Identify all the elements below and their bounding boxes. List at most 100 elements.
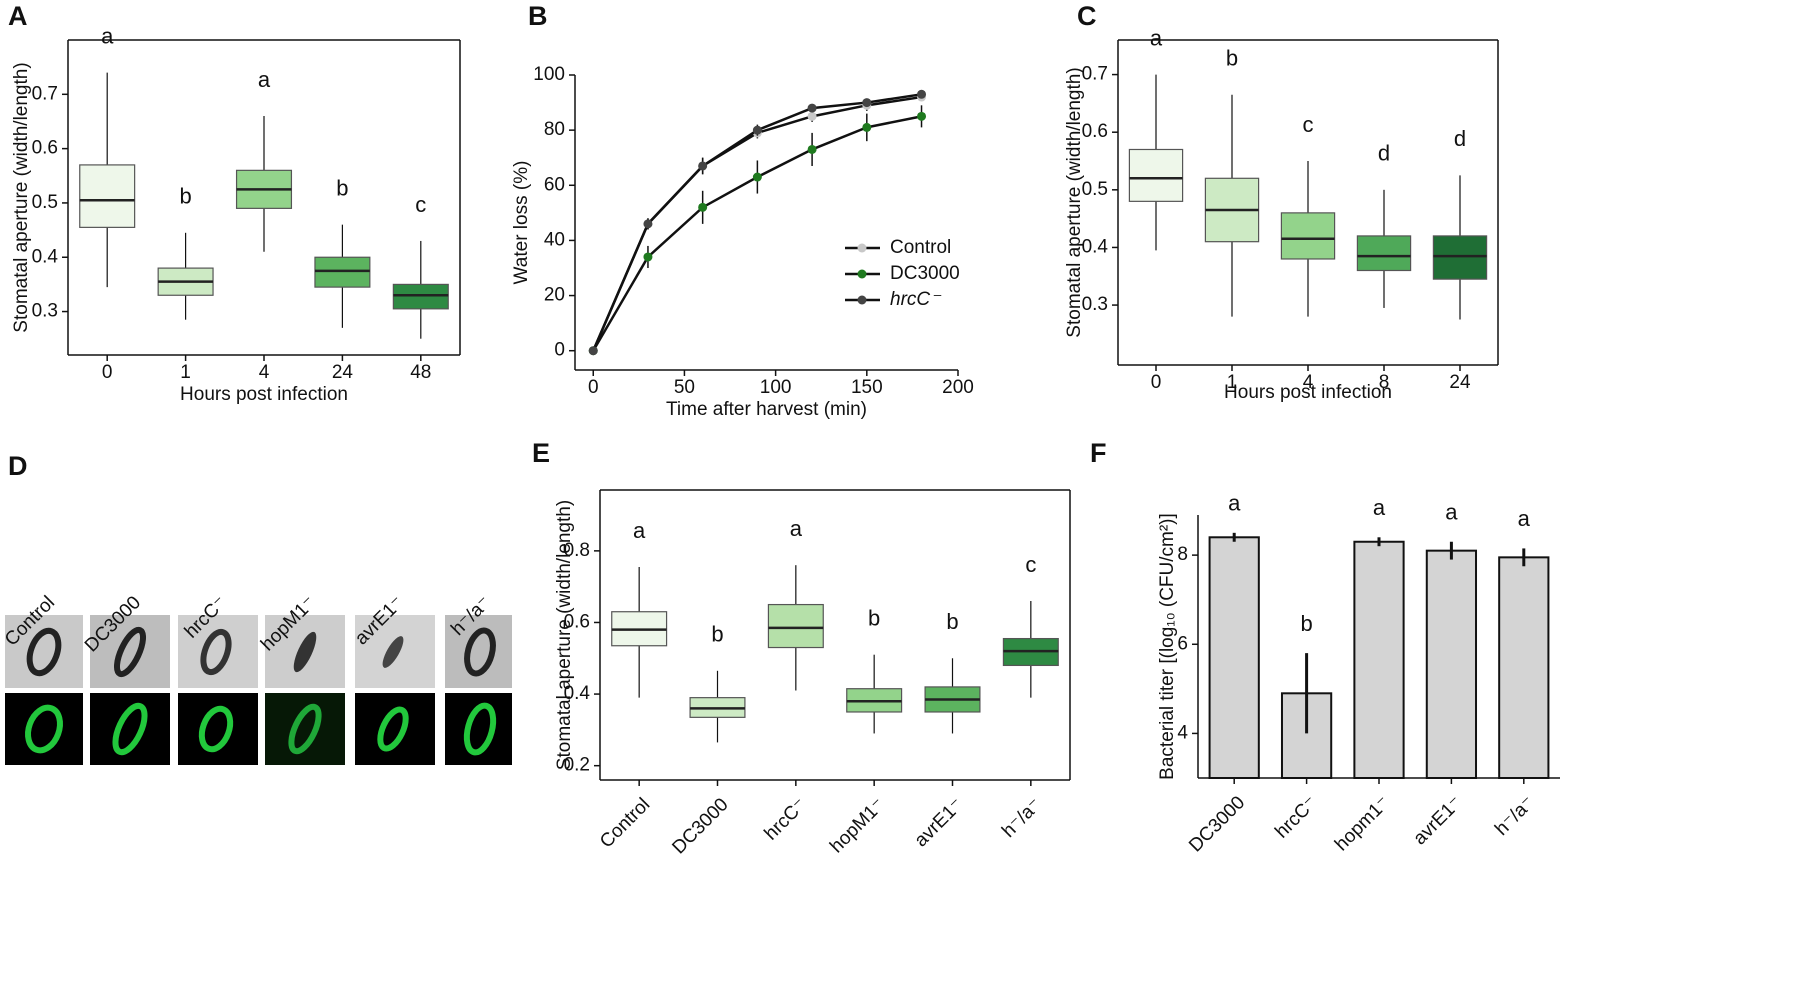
box <box>1356 235 1412 272</box>
x-tick-label: 4 <box>259 362 270 383</box>
stoma <box>26 627 62 677</box>
y-tick-label: 0.4 <box>564 683 591 704</box>
x-tick-label: 200 <box>942 377 974 398</box>
point <box>917 89 927 99</box>
y-tick-label: 0.7 <box>32 83 58 104</box>
legend-marker <box>857 295 867 305</box>
y-tick-label: 0.2 <box>564 755 590 776</box>
significance-letter: a <box>1373 495 1386 520</box>
legend-label: hrcC⁻ <box>890 289 942 310</box>
significance-letter: c <box>1303 112 1314 137</box>
y-tick-label: 0.5 <box>1082 179 1108 200</box>
fluorescence-image <box>5 693 83 765</box>
box <box>1432 235 1488 280</box>
significance-letter: a <box>1518 506 1531 531</box>
stoma <box>113 626 147 678</box>
x-axis-label: Time after harvest (min) <box>666 399 867 420</box>
point <box>643 252 653 262</box>
significance-letter: b <box>1300 611 1312 636</box>
x-tick-label: 50 <box>674 377 695 398</box>
x-tick-label: h⁻/a⁻ <box>1491 792 1539 840</box>
x-tick-label: 0 <box>588 377 599 398</box>
panel-label: F <box>1090 438 1107 468</box>
x-tick-label: 8 <box>1379 372 1390 393</box>
y-tick-label: 0.5 <box>32 192 58 213</box>
significance-letter: d <box>1378 141 1390 166</box>
y-tick-label: 6 <box>1177 633 1188 654</box>
significance-letter: b <box>868 606 880 631</box>
significance-letter: b <box>711 622 723 647</box>
significance-letter: a <box>1150 25 1163 50</box>
panel-label: D <box>8 451 28 481</box>
box <box>1280 212 1336 260</box>
significance-letter: a <box>1445 500 1458 525</box>
x-axis-label: Hours post infection <box>1224 382 1392 403</box>
legend-label: DC3000 <box>890 263 960 284</box>
panel-label: C <box>1077 1 1097 31</box>
x-tick-label: avrE1⁻ <box>1409 792 1466 849</box>
significance-letter: b <box>946 609 958 634</box>
brightfield-image <box>178 615 258 688</box>
y-axis-label: Stomatal aperture (width/length) <box>11 62 32 332</box>
y-tick-label: 0.3 <box>1082 294 1108 315</box>
x-tick-label: hopm1⁻ <box>1331 792 1394 855</box>
point <box>698 161 708 171</box>
point <box>917 111 927 121</box>
significance-letter: a <box>633 518 646 543</box>
x-tick-label: 48 <box>410 362 431 383</box>
y-tick-label: 100 <box>533 64 565 85</box>
point <box>588 346 598 356</box>
significance-letter: c <box>1025 552 1036 577</box>
x-tick-label: DC3000 <box>668 794 732 858</box>
x-tick-label: 24 <box>332 362 354 383</box>
y-tick-label: 40 <box>544 229 565 250</box>
stoma <box>112 702 148 756</box>
x-axis-label: Hours post infection <box>180 384 348 405</box>
x-tick-label: Control <box>596 794 654 852</box>
y-tick-label: 20 <box>544 285 565 306</box>
stoma <box>288 703 322 755</box>
bar <box>1498 556 1550 780</box>
x-tick-label: 100 <box>760 377 792 398</box>
bar <box>1208 536 1260 780</box>
point <box>807 103 817 113</box>
y-tick-label: 0.6 <box>1082 121 1108 142</box>
point <box>862 98 872 108</box>
x-tick-label: hrcC⁻ <box>761 794 811 844</box>
legend-marker <box>857 269 867 279</box>
y-tick-label: 0.6 <box>564 611 590 632</box>
brightfield-image <box>90 615 170 688</box>
y-tick-label: 0.7 <box>1082 64 1108 85</box>
point <box>698 202 708 212</box>
fluorescence-image <box>178 693 258 765</box>
stoma <box>198 705 234 753</box>
significance-letter: a <box>101 23 114 48</box>
stoma <box>382 636 404 668</box>
y-tick-label: 4 <box>1177 722 1188 743</box>
y-axis-label: Water loss (%) <box>511 161 532 285</box>
x-tick-label: 1 <box>180 362 191 383</box>
box <box>767 603 824 649</box>
point <box>807 144 817 154</box>
fluorescence-image <box>265 693 345 765</box>
significance-letter: c <box>415 192 426 217</box>
fluorescence-image <box>355 693 435 765</box>
x-tick-label: h⁻/a⁻ <box>998 794 1046 842</box>
x-tick-label: hopM1⁻ <box>826 794 889 857</box>
box <box>392 283 449 310</box>
significance-letter: a <box>258 67 271 92</box>
significance-letter: a <box>1228 491 1241 516</box>
point <box>807 111 817 121</box>
stoma <box>464 627 496 677</box>
x-tick-label: 0 <box>102 362 113 383</box>
fluorescence-image <box>90 693 170 765</box>
x-tick-label: 24 <box>1449 372 1471 393</box>
box <box>314 256 371 288</box>
y-tick-label: 0.4 <box>32 246 59 267</box>
stoma <box>377 706 409 752</box>
panel-label: B <box>528 1 548 31</box>
y-axis-label: Stomatal aperture (width/length) <box>1064 67 1085 337</box>
brightfield-image <box>5 615 83 688</box>
x-tick-label: hrcC⁻ <box>1271 792 1321 842</box>
stoma <box>293 631 317 673</box>
